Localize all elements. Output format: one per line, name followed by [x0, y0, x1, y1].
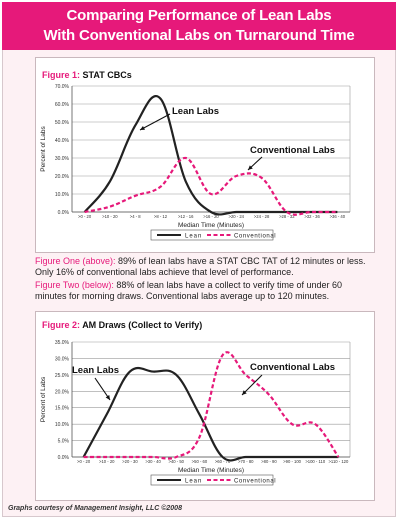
figure-2-label: Figure 2:: [42, 320, 81, 330]
figure-2-caption-text: 88% of lean labs have a collect to verif…: [35, 280, 343, 301]
figure-1-panel: [35, 57, 375, 253]
figure-1-caption: Figure One (above): 89% of lean labs hav…: [35, 256, 375, 278]
banner-title-line-2: With Conventional Labs on Turnaround Tim…: [43, 27, 355, 44]
banner-title-line-1: Comparing Performance of Lean Labs: [66, 7, 332, 24]
credit-line: Graphs courtesy of Management Insight, L…: [8, 505, 182, 512]
figure-2-panel: [35, 311, 375, 501]
figure-1-label: Figure 1:: [42, 70, 81, 80]
figure-1-caption-text: 89% of lean labs have a STAT CBC TAT of …: [35, 256, 366, 277]
figure-2-name: AM Draws (Collect to Verify): [82, 320, 203, 330]
figure-2-title: Figure 2: AM Draws (Collect to Verify): [42, 320, 202, 330]
figure-2-caption: Figure Two (below): 88% of lean labs hav…: [35, 280, 375, 302]
figure-1-caption-lead: Figure One (above):: [35, 256, 116, 266]
figure-2-caption-lead: Figure Two (below):: [35, 280, 114, 290]
figure-1-title: Figure 1: STAT CBCs: [42, 70, 132, 80]
figure-1-name: STAT CBCs: [82, 70, 132, 80]
title-banner: Comparing Performance of Lean Labs With …: [2, 2, 396, 50]
